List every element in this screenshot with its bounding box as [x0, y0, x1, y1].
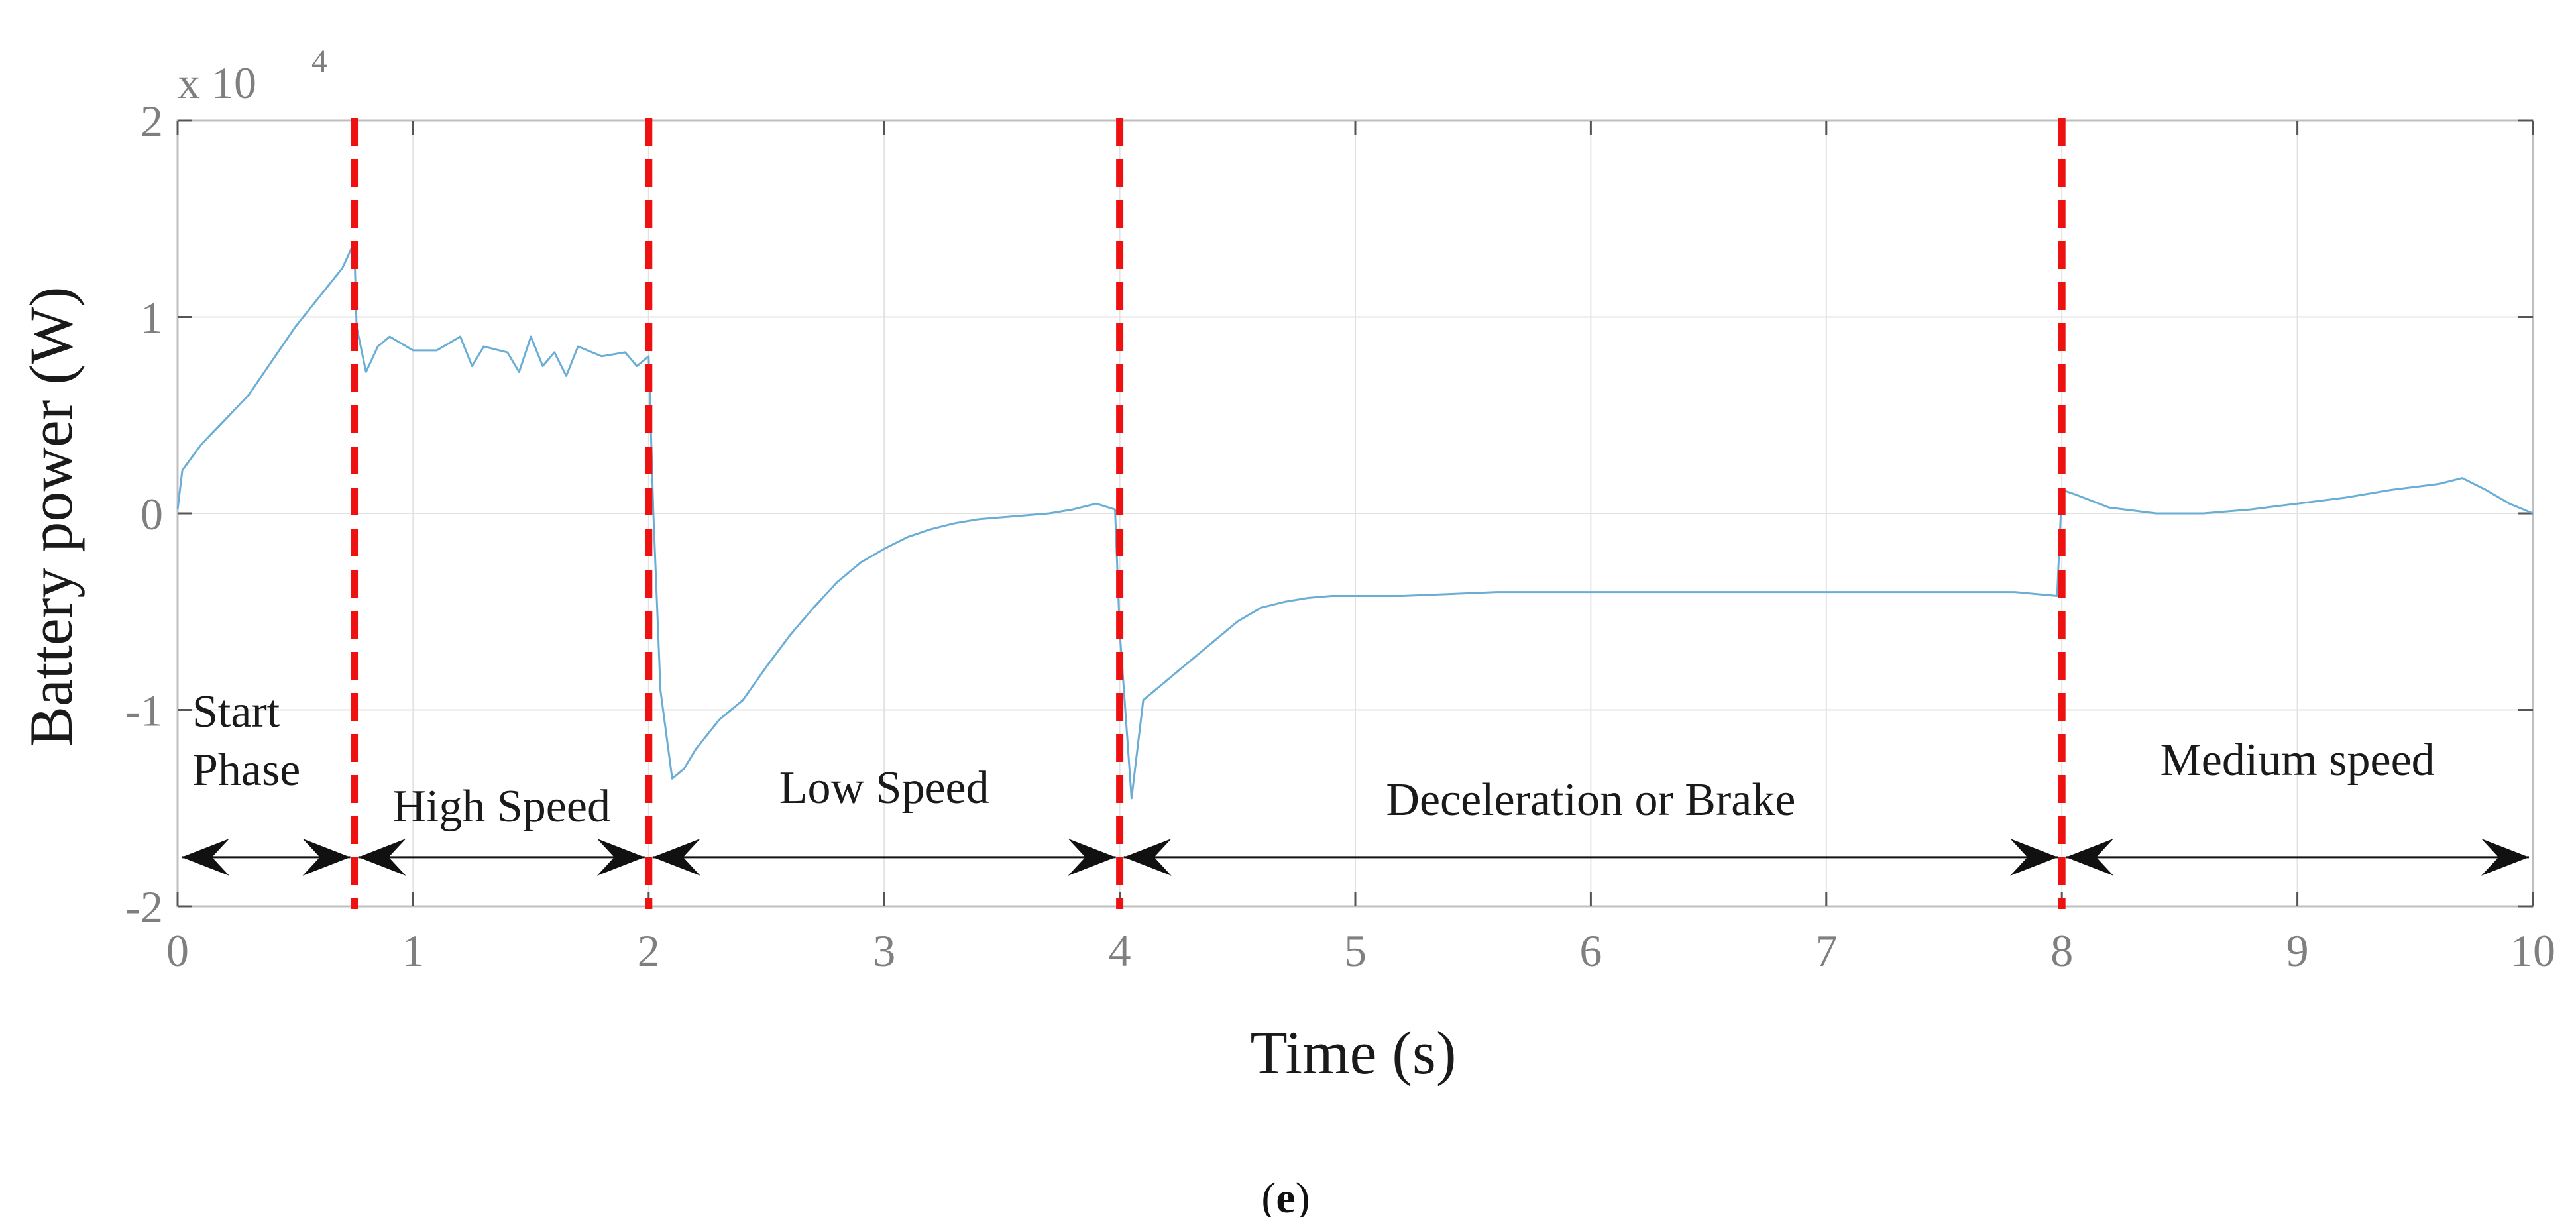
- phase-dividers: [351, 118, 2066, 909]
- phase-arrow-head-left: [358, 838, 406, 876]
- y-tick-label: 1: [140, 293, 163, 343]
- phase-arrows: [182, 838, 2529, 876]
- phase-label-line1: Start: [192, 686, 280, 737]
- x-tick-label: 1: [402, 926, 424, 976]
- x-tick-label: 8: [2050, 926, 2073, 976]
- x-tick-label: 9: [2286, 926, 2309, 976]
- x-tick-label: 6: [1579, 926, 1602, 976]
- phase-arrow-head-right: [1068, 838, 1116, 876]
- x-tick-labels: 0 1 2 3 4 5 6 7 8 9 10: [166, 926, 2555, 976]
- y-tick-label: 0: [140, 489, 163, 539]
- x-tick-label: 5: [1344, 926, 1367, 976]
- y-tick-label: -1: [125, 686, 163, 736]
- phase-arrow-head-left: [1123, 838, 1172, 876]
- phase-arrow-head-right: [596, 838, 645, 876]
- phase-arrow-head-right: [2010, 838, 2058, 876]
- x-tick-label: 4: [1109, 926, 1131, 976]
- phase-labels: Start Phase High Speed Low Speed Deceleratio…: [192, 686, 2435, 832]
- phase-label: Medium speed: [2160, 735, 2435, 786]
- phase-arrow-head-left: [182, 838, 229, 876]
- x-axis-title: Time (s): [1251, 1019, 1457, 1086]
- series-lines: [176, 241, 2534, 800]
- series-line: [176, 241, 2534, 800]
- y-tick-label: 2: [140, 96, 163, 146]
- caption-close-paren: ): [1296, 1174, 1310, 1217]
- x-tick-label: 10: [2510, 926, 2555, 976]
- x-tick-label: 3: [873, 926, 895, 976]
- caption-open-paren: (: [1261, 1174, 1276, 1217]
- phase-arrow-head-right: [302, 838, 351, 876]
- x-tick-label: 2: [638, 926, 660, 976]
- phase-label-line2: Phase: [192, 745, 300, 796]
- phase-label: Deceleration or Brake: [1386, 774, 1795, 825]
- phase-arrow-head-left: [652, 838, 700, 876]
- phase-arrow-head-right: [2481, 838, 2529, 876]
- y-axis-title: Battery power (W): [17, 287, 85, 747]
- figure-caption: (e): [1261, 1174, 1310, 1217]
- y-multiplier-exponent: 4: [311, 44, 327, 79]
- y-multiplier-label: x 10: [178, 58, 256, 108]
- phase-label: Low Speed: [779, 763, 989, 814]
- y-tick-label: -2: [125, 882, 163, 932]
- x-tick-label: 7: [1815, 926, 1838, 976]
- phase-arrow-head-left: [2066, 838, 2114, 876]
- phase-label: High Speed: [392, 781, 610, 832]
- y-tick-labels: -2 -1 0 1 2: [125, 96, 163, 932]
- caption-letter: e: [1276, 1174, 1295, 1217]
- x-tick-label: 0: [166, 926, 189, 976]
